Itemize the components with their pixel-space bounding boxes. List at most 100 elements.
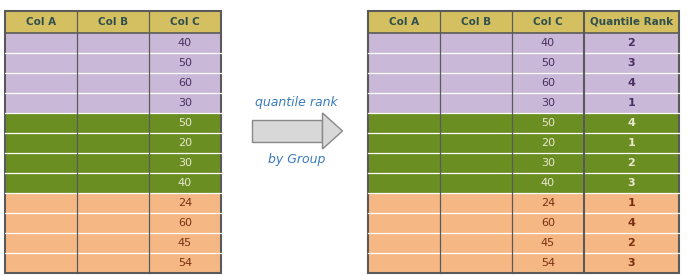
Text: 40: 40 <box>541 178 555 188</box>
Bar <box>512 133 584 153</box>
Bar <box>368 153 440 173</box>
Bar <box>584 233 679 253</box>
Bar <box>149 153 221 173</box>
Bar <box>368 173 440 193</box>
Bar <box>368 11 679 273</box>
Text: 2: 2 <box>627 158 636 168</box>
Text: 20: 20 <box>541 138 555 148</box>
Bar <box>5 173 77 193</box>
Bar <box>149 93 221 113</box>
Text: 3: 3 <box>628 178 635 188</box>
Bar <box>512 11 584 33</box>
Bar <box>77 193 149 213</box>
Bar <box>5 33 77 53</box>
Bar <box>149 213 221 233</box>
Bar <box>584 73 679 93</box>
Text: Col C: Col C <box>170 17 200 27</box>
Bar <box>584 53 679 73</box>
Bar <box>368 33 440 53</box>
Bar <box>440 193 512 213</box>
Text: 4: 4 <box>627 78 636 88</box>
Bar <box>368 133 440 153</box>
Bar <box>584 133 679 153</box>
Bar <box>77 133 149 153</box>
Bar <box>512 93 584 113</box>
Text: by Group: by Group <box>268 153 325 166</box>
Bar <box>368 193 440 213</box>
Bar <box>5 93 77 113</box>
Text: 2: 2 <box>627 238 636 248</box>
Bar <box>77 213 149 233</box>
Text: 54: 54 <box>178 258 192 268</box>
Bar <box>149 73 221 93</box>
Text: 24: 24 <box>178 198 192 208</box>
Bar <box>5 73 77 93</box>
Bar <box>440 33 512 53</box>
Bar <box>584 11 679 33</box>
Text: 45: 45 <box>178 238 192 248</box>
Polygon shape <box>323 113 342 149</box>
Bar <box>77 173 149 193</box>
Bar <box>149 173 221 193</box>
Bar <box>5 11 221 273</box>
Bar <box>149 113 221 133</box>
Text: Col C: Col C <box>533 17 563 27</box>
Bar <box>512 253 584 273</box>
Bar <box>512 153 584 173</box>
Text: 2: 2 <box>627 38 636 48</box>
Bar <box>440 173 512 193</box>
Bar <box>512 113 584 133</box>
Bar <box>5 213 77 233</box>
Bar <box>149 233 221 253</box>
Text: Col B: Col B <box>461 17 491 27</box>
Bar <box>5 113 77 133</box>
Bar <box>440 153 512 173</box>
Bar <box>512 73 584 93</box>
Bar <box>368 11 440 33</box>
Bar <box>149 253 221 273</box>
Bar <box>584 213 679 233</box>
Text: 40: 40 <box>541 38 555 48</box>
Text: 50: 50 <box>178 118 192 128</box>
Text: 30: 30 <box>178 98 192 108</box>
Bar <box>512 33 584 53</box>
Bar <box>440 113 512 133</box>
Text: 3: 3 <box>628 258 635 268</box>
Bar <box>584 253 679 273</box>
Bar <box>5 53 77 73</box>
Bar <box>77 253 149 273</box>
Bar <box>512 233 584 253</box>
Bar <box>77 113 149 133</box>
Bar <box>440 93 512 113</box>
Bar <box>77 153 149 173</box>
Bar <box>149 11 221 33</box>
Text: quantile rank: quantile rank <box>255 96 338 109</box>
Bar <box>77 11 149 33</box>
Text: 30: 30 <box>541 158 555 168</box>
Bar <box>5 193 77 213</box>
Text: Col A: Col A <box>26 17 56 27</box>
Bar <box>149 53 221 73</box>
Text: Quantile Rank: Quantile Rank <box>590 17 673 27</box>
Bar <box>512 213 584 233</box>
Bar <box>5 11 77 33</box>
Bar <box>368 113 440 133</box>
Bar <box>440 11 512 33</box>
Text: 60: 60 <box>541 218 555 228</box>
Bar <box>440 253 512 273</box>
Text: 50: 50 <box>541 58 555 68</box>
Bar <box>584 173 679 193</box>
Bar <box>584 193 679 213</box>
Bar <box>368 253 440 273</box>
Bar <box>77 233 149 253</box>
Text: 40: 40 <box>178 38 192 48</box>
Text: 1: 1 <box>627 198 636 208</box>
Bar <box>512 173 584 193</box>
Text: 20: 20 <box>178 138 192 148</box>
Bar <box>440 53 512 73</box>
Text: 54: 54 <box>541 258 555 268</box>
Bar <box>512 53 584 73</box>
Bar <box>77 53 149 73</box>
Bar <box>77 33 149 53</box>
Bar <box>512 193 584 213</box>
